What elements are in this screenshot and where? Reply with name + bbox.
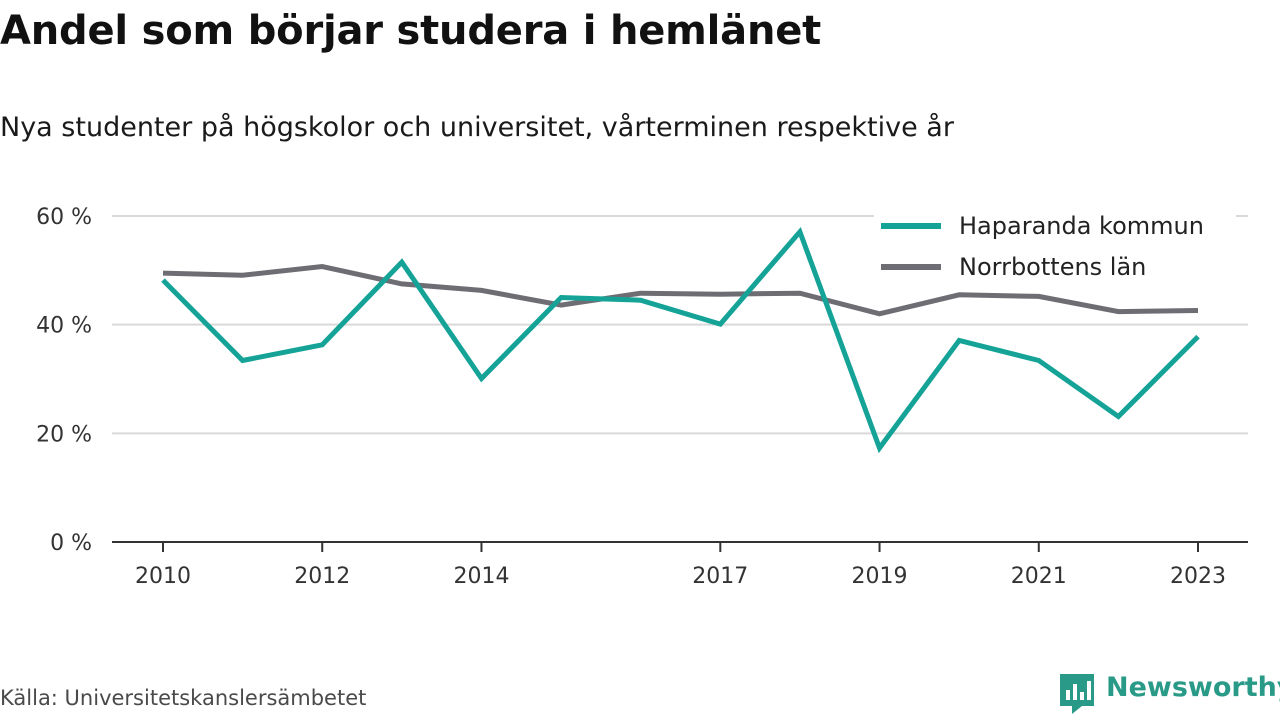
brand-name: Newsworthy (1106, 672, 1280, 703)
x-axis: 2010 2012 2014 2017 2019 2021 2023 (112, 541, 1248, 589)
y-tick-label: 0 % (50, 531, 92, 556)
y-tick-label: 60 % (36, 205, 92, 230)
x-tick-label: 2019 (852, 564, 908, 589)
x-tick-label: 2023 (1170, 564, 1226, 589)
x-tick-label: 2014 (453, 564, 509, 589)
x-tick-label: 2021 (1011, 564, 1067, 589)
legend-label: Norrbottens län (959, 253, 1146, 281)
y-tick-label: 20 % (36, 422, 92, 447)
x-tick-label: 2017 (692, 564, 748, 589)
source-note: Källa: Universitetskanslersämbetet (0, 686, 367, 710)
x-tick-label: 2010 (135, 564, 191, 589)
brand-logo: Newsworthy (1058, 672, 1280, 716)
x-tick-label: 2012 (294, 564, 350, 589)
bar-chart-logo-icon (1060, 674, 1094, 714)
y-axis: 0 % 20 % 40 % 60 % (36, 205, 92, 556)
y-tick-label: 40 % (36, 314, 92, 339)
series-lines (161, 226, 1200, 454)
chart-title: Andel som börjar studera i hemlänet (0, 8, 822, 54)
series-line-norrbotten (162, 263, 1199, 317)
series-line-haparanda (161, 226, 1200, 454)
chart-subtitle: Nya studenter på högskolor och universit… (0, 112, 954, 143)
legend: Haparanda kommun Norrbottens län (874, 212, 1236, 283)
gridlines (112, 215, 1248, 435)
legend-label: Haparanda kommun (959, 212, 1204, 240)
